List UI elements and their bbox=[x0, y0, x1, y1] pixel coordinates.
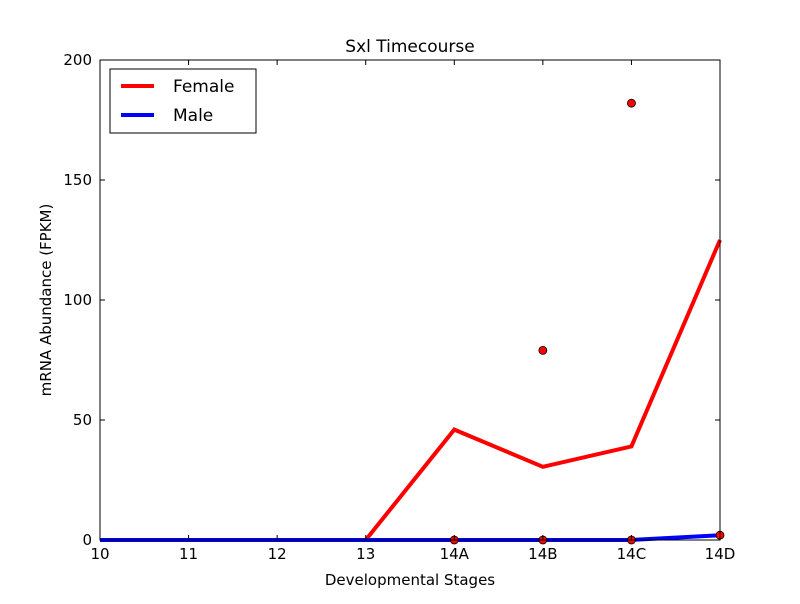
y-tick-label: 0 bbox=[82, 531, 92, 549]
legend-label-female: Female bbox=[173, 77, 234, 97]
legend-box bbox=[109, 68, 257, 134]
x-tick-label: 14C bbox=[617, 545, 647, 563]
x-tick-label: 13 bbox=[356, 545, 375, 563]
data-point bbox=[538, 345, 548, 355]
data-point bbox=[627, 98, 636, 108]
series-line-female bbox=[100, 239, 722, 542]
x-tick-label: 12 bbox=[268, 545, 287, 563]
y-tick-label: 200 bbox=[63, 51, 92, 69]
series-line-male bbox=[100, 533, 721, 542]
y-tick-label: 100 bbox=[63, 291, 92, 309]
x-tick-label: 10 bbox=[90, 545, 109, 563]
legend-label-male: Male bbox=[173, 106, 213, 126]
chart-title: Sxl Timecourse bbox=[345, 37, 474, 57]
x-tick-label: 11 bbox=[179, 545, 198, 563]
x-tick-label: 14B bbox=[528, 545, 557, 563]
x-tick-label: 14D bbox=[705, 545, 736, 563]
x-tick-label: 14A bbox=[440, 545, 470, 563]
x-axis-label: Developmental Stages bbox=[325, 571, 495, 589]
plot-area: 10 11 12 13 14A 14B 14C 14D 0 50 100 150 200 Female Ma… bbox=[63, 51, 735, 563]
y-tick-label: 50 bbox=[73, 411, 92, 429]
y-tick-label: 150 bbox=[63, 171, 92, 189]
y-axis-label: mRNA Abundance (FPKM) bbox=[37, 204, 55, 397]
